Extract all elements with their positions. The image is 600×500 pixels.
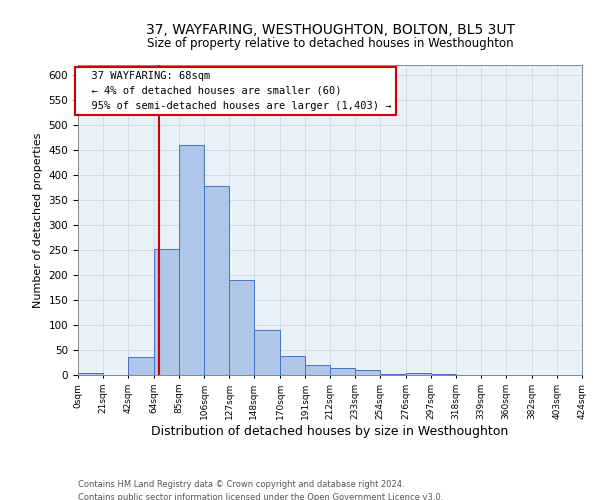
- Bar: [330, 368, 355, 375]
- Bar: [280, 356, 305, 375]
- Bar: [431, 374, 456, 375]
- Bar: [254, 330, 280, 375]
- Text: 37, WAYFARING, WESTHOUGHTON, BOLTON, BL5 3UT: 37, WAYFARING, WESTHOUGHTON, BOLTON, BL5…: [146, 22, 515, 36]
- Text: Contains HM Land Registry data © Crown copyright and database right 2024.: Contains HM Land Registry data © Crown c…: [78, 480, 404, 489]
- Text: Size of property relative to detached houses in Westhoughton: Size of property relative to detached ho…: [146, 38, 514, 51]
- Bar: [506, 374, 532, 375]
- Bar: [380, 374, 406, 375]
- Bar: [456, 374, 481, 375]
- Bar: [154, 248, 179, 375]
- Bar: [557, 374, 582, 375]
- X-axis label: Distribution of detached houses by size in Westhoughton: Distribution of detached houses by size …: [151, 424, 509, 438]
- Bar: [406, 372, 431, 375]
- Bar: [128, 356, 154, 375]
- Bar: [179, 145, 204, 375]
- Bar: [229, 280, 254, 375]
- Bar: [305, 365, 330, 375]
- Text: Contains public sector information licensed under the Open Government Licence v3: Contains public sector information licen…: [78, 492, 443, 500]
- Text: 37 WAYFARING: 68sqm
  ← 4% of detached houses are smaller (60)
  95% of semi-det: 37 WAYFARING: 68sqm ← 4% of detached hou…: [79, 71, 392, 110]
- Bar: [355, 370, 380, 375]
- Bar: [204, 186, 229, 375]
- Y-axis label: Number of detached properties: Number of detached properties: [33, 132, 43, 308]
- Bar: [78, 372, 103, 375]
